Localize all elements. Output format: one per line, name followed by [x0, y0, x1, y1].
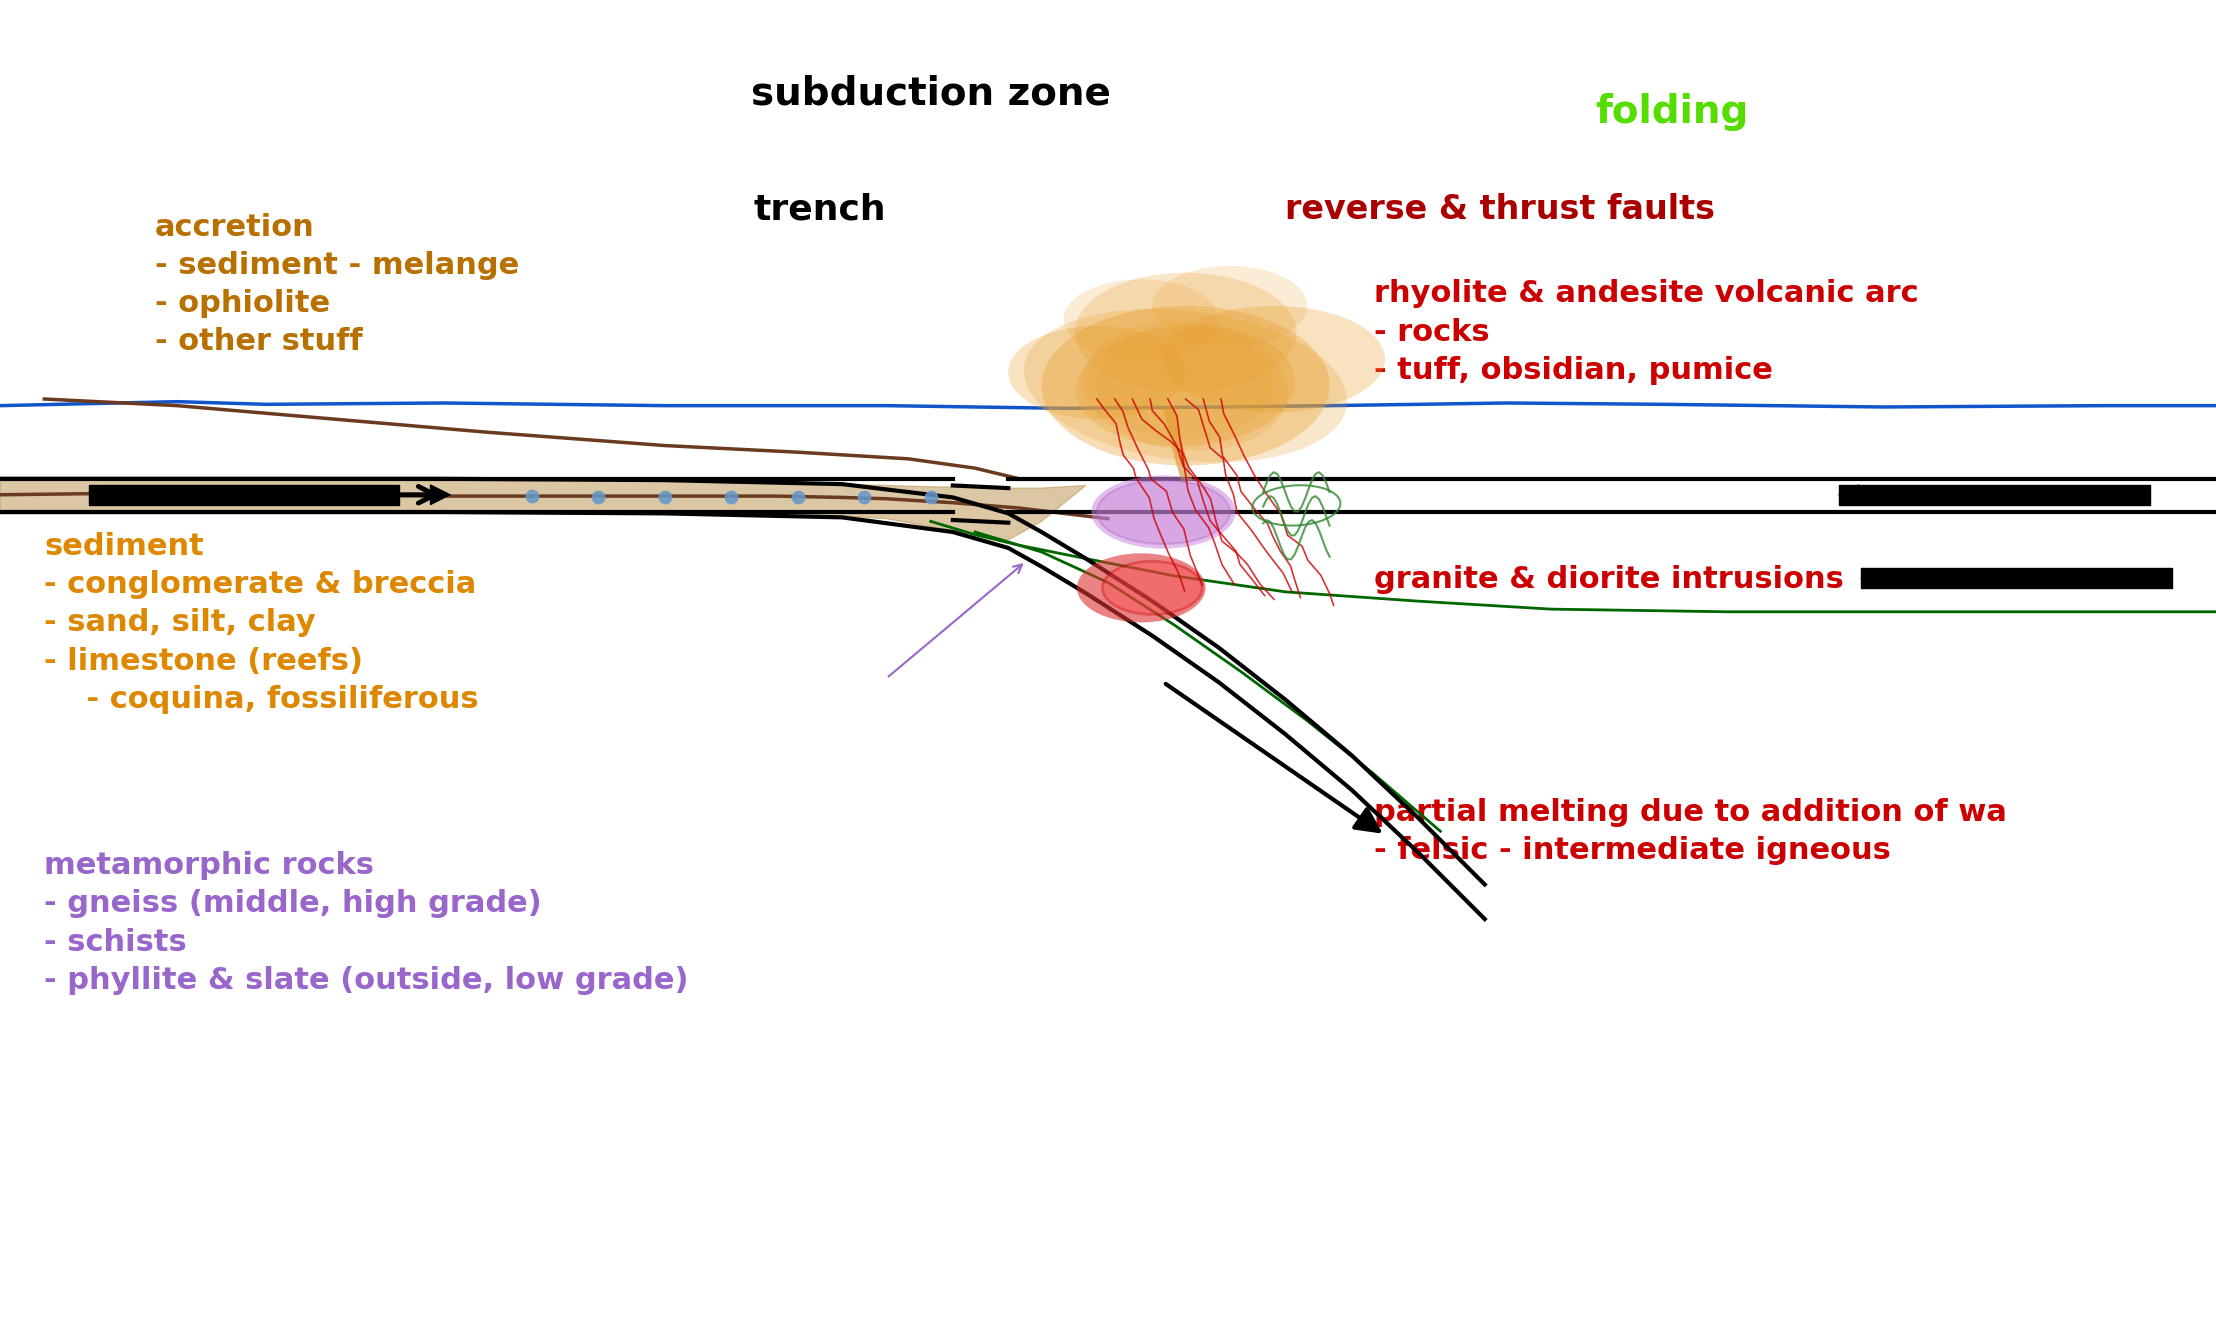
Point [714, 487, 749, 508]
Text: sediment
- conglomerate & breccia
- sand, silt, clay
- limestone (reefs)
    - c: sediment - conglomerate & breccia - sand… [44, 532, 479, 714]
Point [913, 487, 948, 508]
Text: subduction zone: subduction zone [751, 74, 1110, 112]
Ellipse shape [1077, 553, 1206, 622]
Ellipse shape [1008, 326, 1186, 419]
Point [581, 487, 616, 508]
Ellipse shape [1152, 266, 1307, 346]
Text: accretion
- sediment - melange
- ophiolite
- other stuff: accretion - sediment - melange - ophioli… [155, 213, 519, 356]
Ellipse shape [1084, 321, 1287, 451]
Text: granite & diorite intrusions: granite & diorite intrusions [1374, 565, 1844, 595]
Polygon shape [0, 479, 1086, 540]
Ellipse shape [1077, 325, 1294, 447]
Text: partial melting due to addition of wa
- felsic - intermediate igneous: partial melting due to addition of wa - … [1374, 798, 2008, 866]
Ellipse shape [1097, 480, 1230, 544]
Point [847, 487, 882, 508]
Ellipse shape [1024, 309, 1347, 463]
Point [514, 485, 550, 507]
Ellipse shape [1075, 273, 1296, 392]
Text: metamorphic rocks
- gneiss (middle, high grade)
- schists
- phyllite & slate (ou: metamorphic rocks - gneiss (middle, high… [44, 851, 689, 995]
Ellipse shape [1042, 306, 1330, 466]
Ellipse shape [1104, 561, 1201, 614]
Text: reverse & thrust faults: reverse & thrust faults [1285, 193, 1715, 226]
Ellipse shape [1097, 332, 1274, 439]
Ellipse shape [1163, 306, 1385, 412]
Text: trench: trench [753, 193, 886, 227]
Point [647, 487, 683, 508]
Ellipse shape [1064, 279, 1219, 359]
Point [780, 487, 815, 508]
Text: folding: folding [1596, 93, 1748, 132]
Text: rhyolite & andesite volcanic arc
- rocks
- tuff, obsidian, pumice: rhyolite & andesite volcanic arc - rocks… [1374, 279, 1919, 384]
Ellipse shape [1092, 476, 1237, 549]
